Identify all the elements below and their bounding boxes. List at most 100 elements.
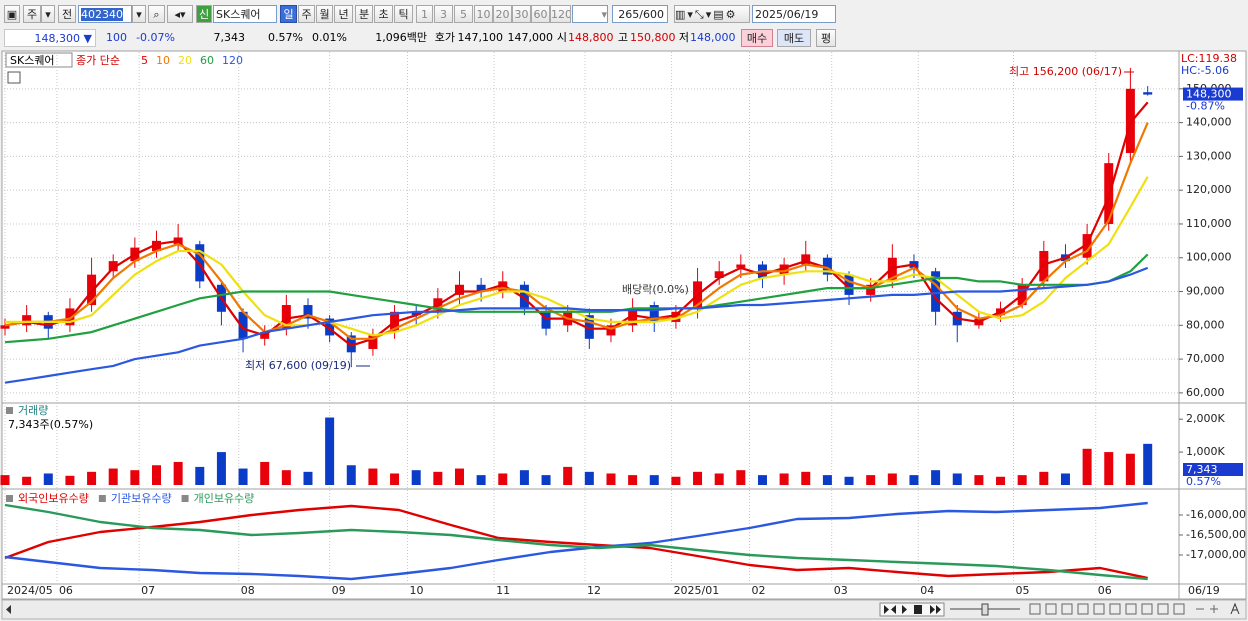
buy-button[interactable]: 매수 bbox=[741, 29, 773, 47]
interval-dropdown[interactable]: ▾ bbox=[572, 5, 608, 23]
low-annotation: 최저 67,600 (09/19) bbox=[245, 359, 351, 372]
interval-button[interactable]: 30 bbox=[512, 5, 531, 23]
window-icon[interactable]: ▣ bbox=[4, 5, 20, 23]
volume-title: 거래량 bbox=[18, 404, 48, 417]
count-input[interactable]: 265/600 bbox=[612, 5, 668, 23]
series-line bbox=[4, 504, 1148, 580]
volume-bar bbox=[498, 473, 508, 485]
volume-bar bbox=[130, 470, 140, 485]
x-tick-label: 06 bbox=[1098, 584, 1112, 597]
search-button[interactable]: ⌕ bbox=[148, 5, 165, 23]
interval-button[interactable]: 1 bbox=[416, 5, 433, 23]
series-line bbox=[4, 101, 1149, 347]
code-input[interactable]: 402340 bbox=[78, 5, 132, 23]
candle-body bbox=[281, 305, 291, 329]
interval-button[interactable]: 120 bbox=[550, 5, 571, 23]
volume-bar bbox=[541, 475, 551, 485]
volume-bar bbox=[952, 473, 962, 485]
scroll-left[interactable] bbox=[6, 605, 11, 614]
volume-bar bbox=[0, 475, 10, 485]
candle-body bbox=[628, 308, 638, 326]
volume-bar bbox=[736, 470, 746, 485]
volume-tag-rate: 0.57% bbox=[1186, 475, 1221, 488]
volume-bar bbox=[649, 475, 659, 485]
legend-entry: 기관보유수량 bbox=[111, 492, 172, 505]
y-tick-label: 2,000K bbox=[1186, 412, 1225, 425]
legend-icon bbox=[6, 495, 13, 502]
date-input[interactable]: 2025/06/19 bbox=[752, 5, 836, 23]
volume-bar bbox=[454, 468, 464, 485]
sell-button[interactable]: 매도 bbox=[777, 29, 811, 47]
legend-entry: 60 bbox=[200, 54, 214, 67]
stock-name: SK스퀘어 bbox=[213, 5, 277, 23]
volume-bar bbox=[195, 466, 205, 485]
period-button[interactable]: 일 bbox=[280, 5, 297, 23]
candle-body bbox=[714, 271, 724, 279]
volume-tag bbox=[1183, 463, 1243, 476]
volume-bar bbox=[476, 475, 486, 485]
calendar-icon[interactable] bbox=[7, 71, 21, 84]
scrollbar[interactable] bbox=[1, 599, 1247, 620]
dropdown[interactable]: ▾ bbox=[41, 5, 55, 23]
candle-body bbox=[87, 274, 97, 306]
change: 100 bbox=[106, 31, 127, 44]
legend-box bbox=[5, 52, 73, 68]
chart-tools[interactable]: ▥▾⤡▾▤⚙ bbox=[674, 5, 750, 23]
x-tick-label: 06 bbox=[59, 584, 73, 597]
candle-body bbox=[736, 264, 746, 268]
candle-body bbox=[822, 257, 832, 275]
x-tick-label: 05 bbox=[1016, 584, 1030, 597]
legend-icon bbox=[6, 407, 13, 414]
candle-body bbox=[779, 264, 789, 275]
period-button[interactable]: 주 bbox=[298, 5, 315, 23]
x-tick-label: 11 bbox=[496, 584, 510, 597]
dropdown[interactable]: ▾ bbox=[132, 5, 146, 23]
candle-body bbox=[1125, 88, 1135, 154]
zoom-thumb[interactable] bbox=[981, 603, 989, 616]
period-button[interactable]: 초 bbox=[374, 5, 393, 23]
volume-bar bbox=[173, 461, 183, 485]
candle-body bbox=[801, 254, 811, 265]
candle-body bbox=[1082, 234, 1092, 258]
eval-button[interactable]: 평 bbox=[816, 29, 836, 47]
tool-icons[interactable] bbox=[1029, 603, 1218, 615]
legend-icon bbox=[98, 495, 106, 502]
x-tick-label: 12 bbox=[587, 584, 601, 597]
volume-bar bbox=[822, 475, 832, 485]
candle-body bbox=[411, 311, 421, 316]
market-button[interactable]: 주 bbox=[23, 5, 41, 23]
volume-bar bbox=[909, 475, 919, 485]
bid: 147,000 bbox=[507, 31, 554, 44]
volume-bar bbox=[1060, 473, 1070, 485]
ask-label: 호가 bbox=[434, 31, 455, 44]
series-line bbox=[5, 176, 1149, 337]
candle-body bbox=[0, 325, 10, 329]
interval-button[interactable]: 20 bbox=[493, 5, 512, 23]
sound-button[interactable]: ◂▾ bbox=[167, 5, 193, 23]
font-icon[interactable] bbox=[1230, 602, 1240, 615]
period-button[interactable]: 월 bbox=[316, 5, 333, 23]
candle-body bbox=[519, 284, 529, 309]
candle-body bbox=[498, 281, 508, 292]
low-label: 저 bbox=[678, 31, 689, 44]
volume-bar bbox=[325, 417, 335, 485]
period-button[interactable]: 틱 bbox=[394, 5, 413, 23]
legend-entry: 120 bbox=[222, 54, 243, 67]
compare-button[interactable]: 전 bbox=[58, 5, 76, 23]
period-button[interactable]: 년 bbox=[334, 5, 353, 23]
interval-button[interactable]: 60 bbox=[531, 5, 550, 23]
period-button[interactable]: 분 bbox=[355, 5, 373, 23]
volume-bar bbox=[108, 468, 118, 485]
interval-button[interactable]: 3 bbox=[434, 5, 453, 23]
legend-entry: 20 bbox=[178, 54, 192, 67]
interval-button[interactable]: 5 bbox=[454, 5, 473, 23]
turnover-rate: 0.01% bbox=[312, 31, 347, 44]
volume-subtitle: 7,343주(0.57%) bbox=[8, 418, 93, 431]
candle-body bbox=[887, 257, 897, 282]
interval-button[interactable]: 10 bbox=[474, 5, 493, 23]
volume-bar bbox=[151, 465, 161, 485]
volume-tag-label: 7,343 bbox=[1186, 463, 1218, 476]
price-tag-change: -0.87% bbox=[1186, 100, 1225, 113]
candle-body bbox=[195, 244, 205, 282]
